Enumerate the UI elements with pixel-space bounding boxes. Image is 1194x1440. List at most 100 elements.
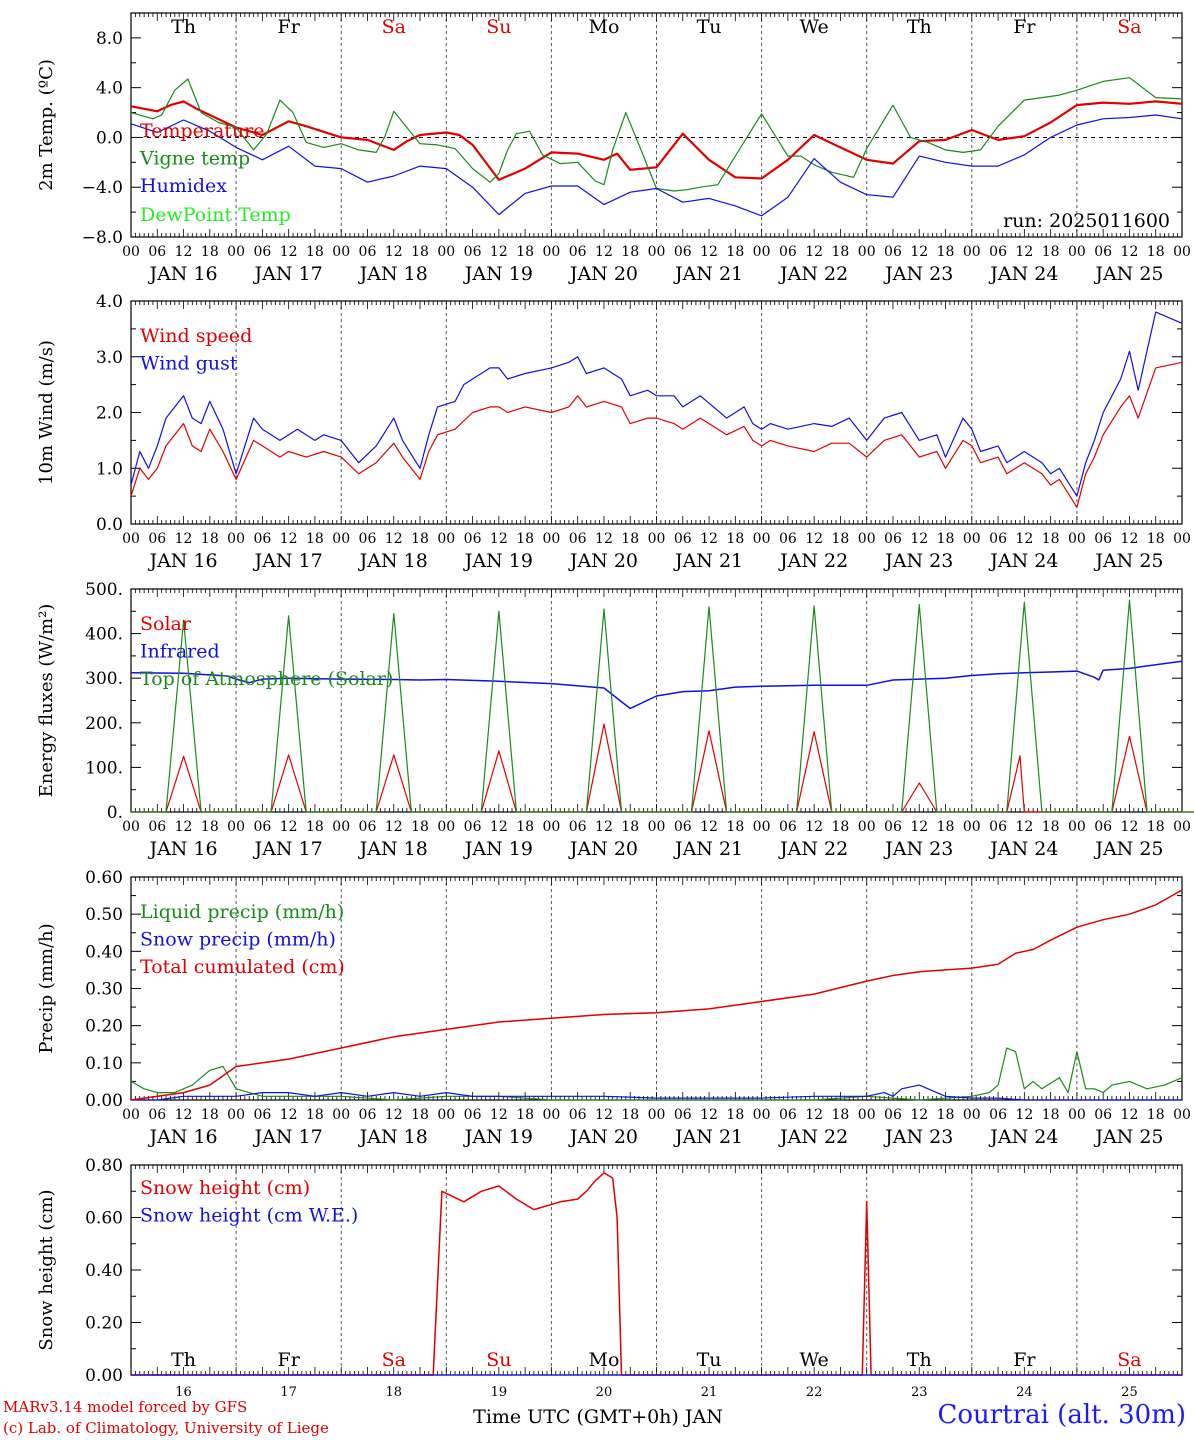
- y-axis-label: Precip (mm/h): [36, 923, 57, 1053]
- hour-label: 00: [858, 531, 876, 547]
- hour-label: 18: [1147, 819, 1165, 835]
- hour-label: 06: [148, 819, 166, 835]
- day-label: JAN 21: [673, 263, 743, 285]
- hour-label: 18: [516, 1107, 534, 1123]
- hour-label: 12: [805, 531, 823, 547]
- hour-label: 06: [253, 531, 271, 547]
- series-line: [130, 77, 1183, 192]
- x-axis-label: Time UTC (GMT+0h) JAN: [473, 1406, 723, 1428]
- series-line: [130, 114, 1183, 217]
- hour-label: 12: [280, 531, 298, 547]
- hour-label: 18: [411, 244, 429, 260]
- legend-entry: Wind gust: [140, 353, 238, 375]
- day-label: JAN 23: [883, 838, 953, 860]
- hour-label: 18: [411, 1107, 429, 1123]
- day-label: JAN 24: [988, 263, 1058, 285]
- day-label: JAN 19: [463, 838, 533, 860]
- hour-label: 00: [1173, 1107, 1191, 1123]
- weekday-label: Tu: [697, 16, 722, 38]
- day-label: JAN 20: [568, 263, 638, 285]
- hour-label: 12: [910, 244, 928, 260]
- hour-label: 12: [280, 244, 298, 260]
- day-number-label: 17: [280, 1385, 297, 1400]
- hour-label: 12: [1015, 244, 1033, 260]
- hour-label: 00: [1068, 244, 1086, 260]
- plot-frame: [130, 300, 1183, 525]
- day-number-label: 20: [596, 1385, 613, 1400]
- hour-label: 00: [963, 819, 981, 835]
- series-line: [131, 723, 1194, 813]
- hour-label: 00: [227, 819, 245, 835]
- day-label: JAN 23: [883, 263, 953, 285]
- series-line: [131, 599, 1194, 813]
- y-tick-label: 8.0: [96, 29, 123, 49]
- y-tick-label: 0.0: [96, 515, 123, 535]
- weekday-label: Th: [171, 16, 196, 38]
- hour-label: 00: [227, 1107, 245, 1123]
- hour-label: 12: [805, 819, 823, 835]
- day-label: JAN 23: [883, 1126, 953, 1148]
- day-label: JAN 16: [147, 838, 217, 860]
- hour-label: 06: [464, 244, 482, 260]
- day-label: JAN 23: [883, 550, 953, 572]
- legend-entry: Solar: [140, 613, 192, 635]
- weekday-label: Su: [486, 16, 511, 38]
- weekday-label: Tu: [697, 1349, 722, 1371]
- day-label: JAN 19: [463, 550, 533, 572]
- hour-label: 12: [1121, 531, 1139, 547]
- y-tick-label: 0.60: [85, 868, 123, 888]
- hour-label: 00: [963, 1107, 981, 1123]
- y-tick-label: 4.0: [96, 292, 123, 312]
- hour-label: 18: [201, 244, 219, 260]
- hour-label: 18: [201, 531, 219, 547]
- day-label: JAN 22: [778, 1126, 848, 1148]
- y-tick-label: 0.40: [85, 942, 123, 962]
- day-label: JAN 17: [253, 838, 323, 860]
- hour-label: 00: [1068, 819, 1086, 835]
- hour-label: 06: [359, 1107, 377, 1123]
- hour-label: 18: [832, 819, 850, 835]
- hour-label: 12: [1121, 1107, 1139, 1123]
- day-label: JAN 19: [463, 263, 533, 285]
- hour-label: 06: [1094, 819, 1112, 835]
- hour-label: 18: [201, 1107, 219, 1123]
- weekday-label: Sa: [1117, 1349, 1141, 1371]
- hour-label: 00: [648, 1107, 666, 1123]
- weekday-label: Fr: [278, 1349, 301, 1371]
- hour-label: 12: [490, 531, 508, 547]
- legend-entry: Liquid precip (mm/h): [140, 901, 344, 923]
- hour-label: 18: [516, 819, 534, 835]
- hour-label: 12: [490, 244, 508, 260]
- weekday-label: Fr: [278, 16, 301, 38]
- hour-label: 06: [674, 531, 692, 547]
- hour-label: 18: [937, 531, 955, 547]
- hour-label: 12: [595, 819, 613, 835]
- hour-label: 00: [1068, 1107, 1086, 1123]
- y-tick-label: 200.: [85, 714, 123, 734]
- hour-label: 06: [253, 819, 271, 835]
- day-label: JAN 22: [778, 550, 848, 572]
- day-label: JAN 17: [253, 263, 323, 285]
- hour-label: 00: [753, 819, 771, 835]
- day-label: JAN 20: [568, 838, 638, 860]
- weekday-label: Fr: [1013, 1349, 1036, 1371]
- hour-label: 12: [1015, 819, 1033, 835]
- hour-label: 18: [937, 244, 955, 260]
- hour-label: 18: [621, 1107, 639, 1123]
- day-label: JAN 20: [568, 550, 638, 572]
- hour-label: 06: [989, 1107, 1007, 1123]
- legend-entry: Total cumulated (cm): [140, 956, 345, 978]
- y-tick-label: −8.0: [82, 228, 123, 248]
- chart-panel-3: 0. 100. 200. 300. 400. 500. Energy fluxes (W/m…: [36, 580, 1194, 860]
- hour-label: 00: [122, 244, 140, 260]
- hour-label: 06: [359, 244, 377, 260]
- hour-label: 06: [569, 819, 587, 835]
- hour-label: 06: [884, 819, 902, 835]
- y-tick-label: 0.10: [85, 1054, 123, 1074]
- hour-label: 18: [201, 819, 219, 835]
- hour-label: 00: [963, 531, 981, 547]
- day-label: JAN 16: [147, 1126, 217, 1148]
- y-tick-label: 400.: [85, 625, 123, 645]
- hour-label: 00: [858, 819, 876, 835]
